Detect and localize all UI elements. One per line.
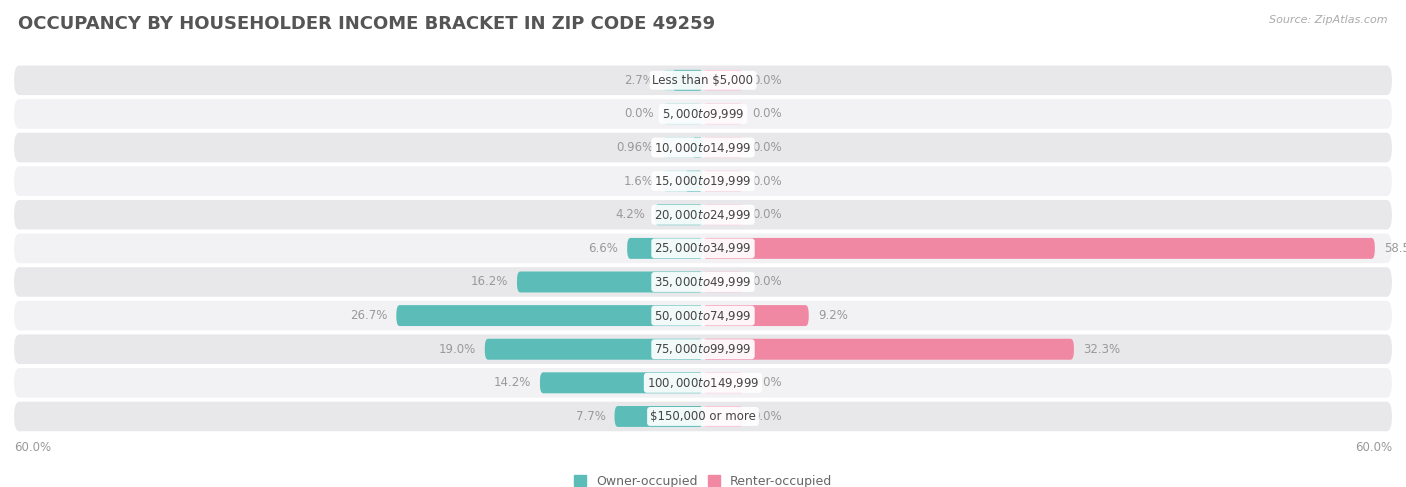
- FancyBboxPatch shape: [396, 305, 703, 326]
- FancyBboxPatch shape: [517, 272, 703, 292]
- FancyBboxPatch shape: [703, 339, 1074, 359]
- Text: 1.6%: 1.6%: [624, 175, 654, 187]
- FancyBboxPatch shape: [14, 267, 1392, 297]
- Text: 0.0%: 0.0%: [752, 410, 782, 423]
- FancyBboxPatch shape: [14, 368, 1392, 397]
- FancyBboxPatch shape: [14, 167, 1392, 196]
- FancyBboxPatch shape: [14, 200, 1392, 229]
- FancyBboxPatch shape: [14, 402, 1392, 431]
- Text: 0.96%: 0.96%: [616, 141, 654, 154]
- Text: $75,000 to $99,999: $75,000 to $99,999: [654, 342, 752, 356]
- Text: OCCUPANCY BY HOUSEHOLDER INCOME BRACKET IN ZIP CODE 49259: OCCUPANCY BY HOUSEHOLDER INCOME BRACKET …: [18, 15, 716, 33]
- FancyBboxPatch shape: [703, 305, 808, 326]
- FancyBboxPatch shape: [517, 272, 703, 292]
- Text: 9.2%: 9.2%: [818, 309, 848, 322]
- Text: 60.0%: 60.0%: [14, 441, 51, 454]
- Text: 58.5%: 58.5%: [1384, 242, 1406, 255]
- FancyBboxPatch shape: [396, 305, 703, 326]
- Text: 0.0%: 0.0%: [752, 208, 782, 221]
- Text: 7.7%: 7.7%: [575, 410, 606, 423]
- FancyBboxPatch shape: [662, 103, 703, 124]
- FancyBboxPatch shape: [703, 70, 744, 91]
- Text: 26.7%: 26.7%: [350, 309, 387, 322]
- FancyBboxPatch shape: [703, 171, 744, 191]
- Text: Less than $5,000: Less than $5,000: [652, 74, 754, 87]
- Text: 19.0%: 19.0%: [439, 343, 475, 356]
- FancyBboxPatch shape: [485, 339, 703, 359]
- Text: 60.0%: 60.0%: [1355, 441, 1392, 454]
- FancyBboxPatch shape: [655, 205, 703, 225]
- FancyBboxPatch shape: [703, 205, 744, 225]
- FancyBboxPatch shape: [627, 238, 703, 259]
- Text: 0.0%: 0.0%: [752, 108, 782, 120]
- FancyBboxPatch shape: [703, 406, 744, 427]
- FancyBboxPatch shape: [614, 406, 703, 427]
- FancyBboxPatch shape: [14, 99, 1392, 129]
- Text: 0.0%: 0.0%: [752, 376, 782, 389]
- FancyBboxPatch shape: [485, 339, 703, 359]
- FancyBboxPatch shape: [614, 406, 703, 427]
- FancyBboxPatch shape: [703, 339, 1074, 359]
- Text: 32.3%: 32.3%: [1083, 343, 1121, 356]
- FancyBboxPatch shape: [703, 373, 744, 393]
- Text: $35,000 to $49,999: $35,000 to $49,999: [654, 275, 752, 289]
- FancyBboxPatch shape: [703, 272, 744, 292]
- FancyBboxPatch shape: [703, 305, 808, 326]
- FancyBboxPatch shape: [685, 171, 703, 191]
- Text: $150,000 or more: $150,000 or more: [650, 410, 756, 423]
- FancyBboxPatch shape: [703, 137, 744, 158]
- Text: $20,000 to $24,999: $20,000 to $24,999: [654, 208, 752, 222]
- Text: 0.0%: 0.0%: [752, 141, 782, 154]
- Text: 0.0%: 0.0%: [752, 74, 782, 87]
- FancyBboxPatch shape: [627, 238, 703, 259]
- Text: 6.6%: 6.6%: [588, 242, 619, 255]
- Text: $100,000 to $149,999: $100,000 to $149,999: [647, 376, 759, 390]
- FancyBboxPatch shape: [662, 171, 703, 191]
- Text: $25,000 to $34,999: $25,000 to $34,999: [654, 242, 752, 255]
- FancyBboxPatch shape: [14, 335, 1392, 364]
- FancyBboxPatch shape: [703, 238, 1375, 259]
- FancyBboxPatch shape: [662, 70, 703, 91]
- Text: Source: ZipAtlas.com: Source: ZipAtlas.com: [1270, 15, 1388, 25]
- Legend: Owner-occupied, Renter-occupied: Owner-occupied, Renter-occupied: [568, 470, 838, 487]
- Text: 4.2%: 4.2%: [616, 208, 645, 221]
- Text: $15,000 to $19,999: $15,000 to $19,999: [654, 174, 752, 188]
- Text: 0.0%: 0.0%: [752, 175, 782, 187]
- FancyBboxPatch shape: [14, 65, 1392, 95]
- Text: $50,000 to $74,999: $50,000 to $74,999: [654, 309, 752, 322]
- Text: 2.7%: 2.7%: [624, 74, 654, 87]
- FancyBboxPatch shape: [540, 373, 703, 393]
- Text: 0.0%: 0.0%: [752, 276, 782, 288]
- FancyBboxPatch shape: [14, 133, 1392, 162]
- FancyBboxPatch shape: [703, 238, 1375, 259]
- Text: 0.0%: 0.0%: [624, 108, 654, 120]
- Text: 14.2%: 14.2%: [494, 376, 531, 389]
- Text: 16.2%: 16.2%: [471, 276, 508, 288]
- FancyBboxPatch shape: [662, 137, 703, 158]
- Text: $10,000 to $14,999: $10,000 to $14,999: [654, 141, 752, 154]
- FancyBboxPatch shape: [540, 373, 703, 393]
- FancyBboxPatch shape: [14, 234, 1392, 263]
- FancyBboxPatch shape: [692, 137, 703, 158]
- FancyBboxPatch shape: [703, 103, 744, 124]
- Text: $5,000 to $9,999: $5,000 to $9,999: [662, 107, 744, 121]
- FancyBboxPatch shape: [655, 205, 703, 225]
- FancyBboxPatch shape: [672, 70, 703, 91]
- FancyBboxPatch shape: [14, 301, 1392, 330]
